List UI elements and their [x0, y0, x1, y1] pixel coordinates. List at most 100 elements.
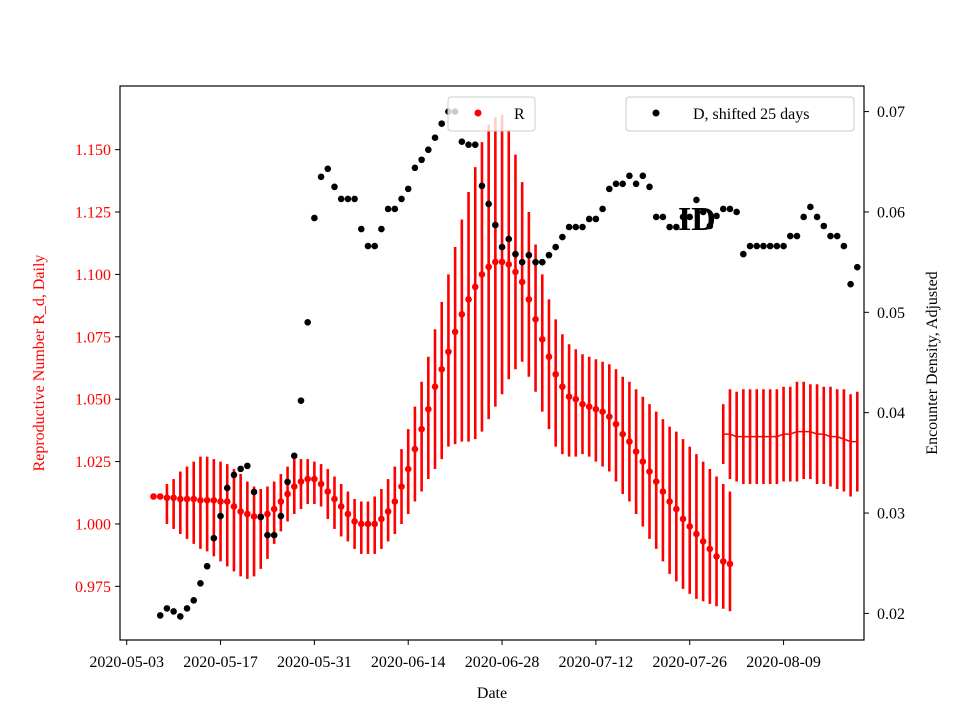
d-point	[156, 612, 164, 619]
r-point	[364, 520, 372, 528]
r-point	[217, 498, 224, 505]
d-point	[512, 250, 519, 258]
d-point	[217, 512, 224, 520]
left-tick-label: 1.000	[75, 516, 111, 533]
series-r-1	[721, 381, 859, 497]
r-point	[230, 503, 238, 510]
d-point	[820, 222, 828, 230]
x-tick-label: 2020-06-14	[371, 654, 446, 671]
x-tick-label: 2020-05-31	[277, 654, 352, 671]
d-point	[766, 242, 774, 250]
r-point	[404, 465, 412, 473]
left-tick-label: 0.975	[75, 579, 111, 596]
r-point	[344, 510, 352, 518]
d-point	[726, 205, 734, 213]
r-point	[351, 518, 358, 525]
d-point	[585, 215, 593, 223]
r-point	[512, 268, 519, 276]
r-point	[210, 496, 218, 504]
d-point	[538, 258, 546, 266]
legend-r: R	[447, 96, 536, 132]
right-tick-label: 0.03	[877, 506, 905, 523]
r-point	[250, 513, 258, 520]
d-point	[351, 195, 358, 203]
d-point	[599, 205, 606, 213]
r-point	[451, 328, 459, 336]
d-point	[713, 212, 720, 220]
x-axis: 2020-05-03 2020-05-17 2020-05-31 2020-06-14…	[89, 640, 821, 671]
d-point	[525, 251, 533, 259]
d-point	[626, 172, 633, 180]
d-point	[304, 319, 311, 326]
r-point	[277, 498, 285, 505]
d-point	[257, 513, 265, 521]
d-point	[706, 222, 714, 230]
r-point	[619, 430, 626, 438]
r-point	[150, 493, 157, 500]
r-point	[579, 400, 586, 408]
d-point	[673, 223, 680, 231]
d-point	[646, 183, 653, 191]
d-point	[532, 258, 539, 266]
d-point	[244, 462, 251, 470]
d-point	[699, 208, 707, 216]
right-tick-label: 0.05	[877, 305, 905, 322]
series-r-0	[150, 114, 734, 612]
r-point	[264, 510, 271, 518]
d-point	[344, 195, 352, 203]
d-point	[277, 512, 285, 520]
plot-content	[150, 108, 861, 620]
left-tick-label: 1.100	[75, 267, 111, 284]
right-tick-label: 0.06	[877, 204, 905, 221]
r-point	[237, 508, 244, 515]
x-tick-label: 2020-08-09	[746, 654, 821, 671]
d-point	[223, 484, 231, 492]
r-point	[304, 475, 311, 483]
right-axis-title: Encounter Density, Adjusted	[924, 271, 941, 454]
legend-d-box	[625, 96, 855, 132]
r-point	[471, 283, 479, 291]
r-point	[612, 420, 620, 428]
d-point	[337, 195, 345, 203]
left-tick-label: 1.050	[75, 392, 111, 409]
r-point	[163, 494, 171, 502]
r-point	[378, 515, 385, 523]
d-point	[237, 465, 244, 473]
r-point	[465, 296, 472, 303]
d-point	[438, 120, 446, 127]
d-point	[666, 223, 673, 231]
r-point	[371, 520, 379, 528]
r-point	[478, 271, 486, 278]
r-point	[358, 520, 365, 528]
d-point	[324, 165, 332, 173]
r-point	[197, 496, 204, 504]
r-point	[699, 538, 707, 545]
d-point	[163, 605, 171, 612]
d-point	[498, 243, 506, 251]
d-point	[492, 221, 499, 229]
r-point	[559, 383, 566, 391]
d-point	[284, 478, 291, 486]
d-point	[358, 225, 365, 233]
d-point	[800, 213, 807, 221]
d-point	[659, 213, 667, 221]
r-point	[311, 475, 318, 483]
r-point	[317, 480, 325, 488]
r-point	[391, 498, 399, 505]
d-point	[559, 233, 566, 241]
d-point	[364, 242, 372, 250]
d-point	[398, 195, 405, 203]
r-point	[297, 478, 305, 485]
right-axis: 0.02 0.03 0.04 0.05 0.06 0.07	[864, 104, 905, 623]
d-point	[793, 232, 801, 240]
d-point	[740, 250, 747, 258]
r-point	[666, 498, 673, 505]
r-point	[270, 505, 278, 513]
d-point	[290, 452, 298, 460]
r-point	[384, 508, 392, 515]
d-point	[652, 213, 660, 221]
d-point	[391, 205, 399, 213]
r-point	[565, 393, 573, 400]
d-point	[250, 488, 258, 496]
